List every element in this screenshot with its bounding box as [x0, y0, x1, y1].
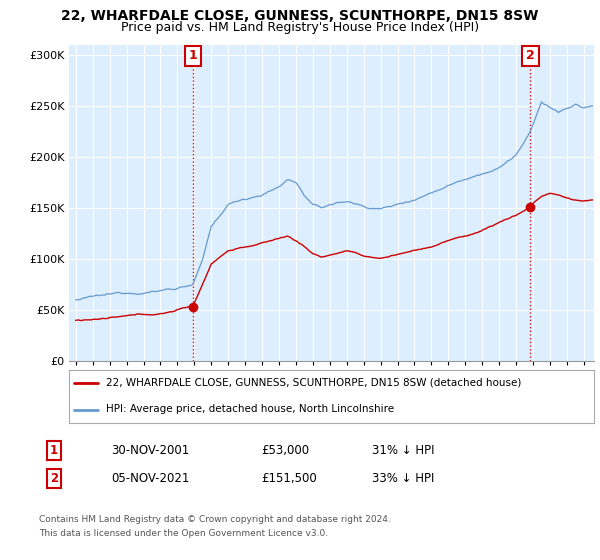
Text: Contains HM Land Registry data © Crown copyright and database right 2024.: Contains HM Land Registry data © Crown c…: [39, 515, 391, 524]
Text: 33% ↓ HPI: 33% ↓ HPI: [372, 472, 434, 486]
Text: £53,000: £53,000: [261, 444, 309, 458]
Text: 1: 1: [188, 49, 197, 62]
Text: 31% ↓ HPI: 31% ↓ HPI: [372, 444, 434, 458]
Text: HPI: Average price, detached house, North Lincolnshire: HPI: Average price, detached house, Nort…: [106, 404, 394, 414]
Text: 1: 1: [50, 444, 58, 458]
Text: 05-NOV-2021: 05-NOV-2021: [111, 472, 190, 486]
Text: 30-NOV-2001: 30-NOV-2001: [111, 444, 189, 458]
Text: Price paid vs. HM Land Registry's House Price Index (HPI): Price paid vs. HM Land Registry's House …: [121, 21, 479, 34]
Text: £151,500: £151,500: [261, 472, 317, 486]
Text: 2: 2: [50, 472, 58, 486]
Text: 22, WHARFDALE CLOSE, GUNNESS, SCUNTHORPE, DN15 8SW (detached house): 22, WHARFDALE CLOSE, GUNNESS, SCUNTHORPE…: [106, 378, 521, 388]
Text: 2: 2: [526, 49, 535, 62]
Text: This data is licensed under the Open Government Licence v3.0.: This data is licensed under the Open Gov…: [39, 529, 328, 538]
Text: 22, WHARFDALE CLOSE, GUNNESS, SCUNTHORPE, DN15 8SW: 22, WHARFDALE CLOSE, GUNNESS, SCUNTHORPE…: [61, 9, 539, 23]
